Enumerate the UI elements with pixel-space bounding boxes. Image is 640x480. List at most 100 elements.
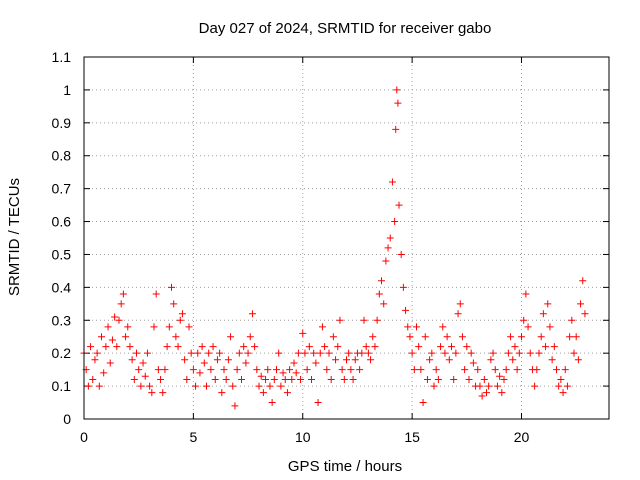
data-point (187, 349, 195, 357)
data-point (277, 382, 285, 390)
data-point (489, 349, 497, 357)
data-point (496, 372, 504, 380)
data-point (351, 356, 359, 364)
data-point (143, 349, 151, 357)
data-point (248, 310, 256, 318)
data-point (504, 349, 512, 357)
data-point (163, 343, 171, 351)
data-point (434, 376, 442, 384)
y-tick-label: 0.5 (52, 246, 72, 262)
data-point (559, 389, 567, 397)
data-point (231, 402, 239, 410)
data-point (415, 343, 423, 351)
data-point (266, 382, 274, 390)
data-point (406, 333, 414, 341)
data-point (176, 316, 184, 324)
grid (84, 57, 609, 419)
data-point (343, 356, 350, 364)
data-point (566, 333, 574, 341)
data-point (292, 369, 300, 377)
data-point (421, 333, 429, 341)
axis-ticks: 0 0.1 0.2 0.3 0.4 0.5 0.6 0.7 0.8 0.9 1 1.1 0 5 10 15 20 (52, 49, 609, 445)
data-point (397, 250, 405, 258)
data-point (329, 333, 337, 341)
data-point (358, 349, 366, 357)
data-point (524, 323, 532, 331)
data-point (568, 316, 576, 324)
data-point (268, 399, 276, 407)
data-point (146, 382, 154, 390)
data-point (117, 300, 125, 308)
data-point (104, 323, 112, 331)
data-point (194, 349, 202, 357)
data-point (159, 389, 167, 397)
data-point (209, 343, 217, 351)
data-point (91, 356, 99, 364)
data-point (270, 376, 278, 384)
data-point (493, 382, 501, 390)
data-point (413, 323, 420, 331)
data-point (437, 343, 445, 351)
data-point (417, 366, 425, 374)
data-point (439, 323, 447, 331)
x-axis-title: GPS time / hours (288, 458, 402, 475)
data-point (178, 310, 186, 318)
data-point (264, 366, 272, 374)
data-point (299, 329, 307, 337)
data-point (563, 382, 571, 390)
data-point (500, 376, 508, 384)
data-point (395, 201, 403, 209)
data-point (95, 382, 103, 390)
data-point (318, 323, 326, 331)
data-point (535, 349, 543, 357)
data-point (345, 349, 353, 357)
data-point (544, 300, 552, 308)
data-point (386, 234, 394, 242)
data-point (347, 366, 355, 374)
data-point (577, 300, 585, 308)
data-point (115, 316, 123, 324)
data-point (119, 290, 127, 298)
data-point (443, 333, 451, 341)
data-point (487, 356, 495, 364)
data-point (238, 376, 245, 384)
data-point (305, 343, 313, 351)
data-point (465, 376, 473, 384)
data-point (141, 372, 149, 380)
data-point (581, 310, 589, 318)
data-point (113, 343, 121, 351)
data-point (430, 382, 438, 390)
data-point (246, 333, 254, 341)
x-tick-label: 0 (80, 429, 88, 445)
data-point (135, 366, 143, 374)
data-point (391, 218, 399, 226)
data-point (189, 366, 197, 374)
chart-title: Day 027 of 2024, SRMTID for receiver gab… (199, 20, 492, 37)
data-point (349, 376, 357, 384)
data-point (375, 290, 383, 298)
data-point (327, 376, 335, 384)
data-point (303, 366, 311, 374)
x-tick-label: 5 (189, 429, 197, 445)
data-point (485, 382, 493, 390)
data-point (220, 366, 228, 374)
data-point (502, 366, 510, 374)
data-point (362, 343, 370, 351)
data-point (388, 178, 396, 186)
data-point (574, 356, 582, 364)
data-point (474, 366, 482, 374)
data-point (392, 125, 400, 133)
data-point (478, 392, 486, 400)
x-tick-label: 15 (404, 429, 420, 445)
data-point (531, 382, 539, 390)
data-points (80, 86, 589, 410)
data-point (408, 349, 416, 357)
data-point (511, 343, 519, 351)
data-point (130, 376, 138, 384)
data-point (108, 336, 116, 344)
data-point (168, 283, 175, 291)
data-point (456, 300, 464, 308)
data-point (520, 316, 528, 324)
data-point (314, 399, 322, 407)
data-point (213, 356, 221, 364)
